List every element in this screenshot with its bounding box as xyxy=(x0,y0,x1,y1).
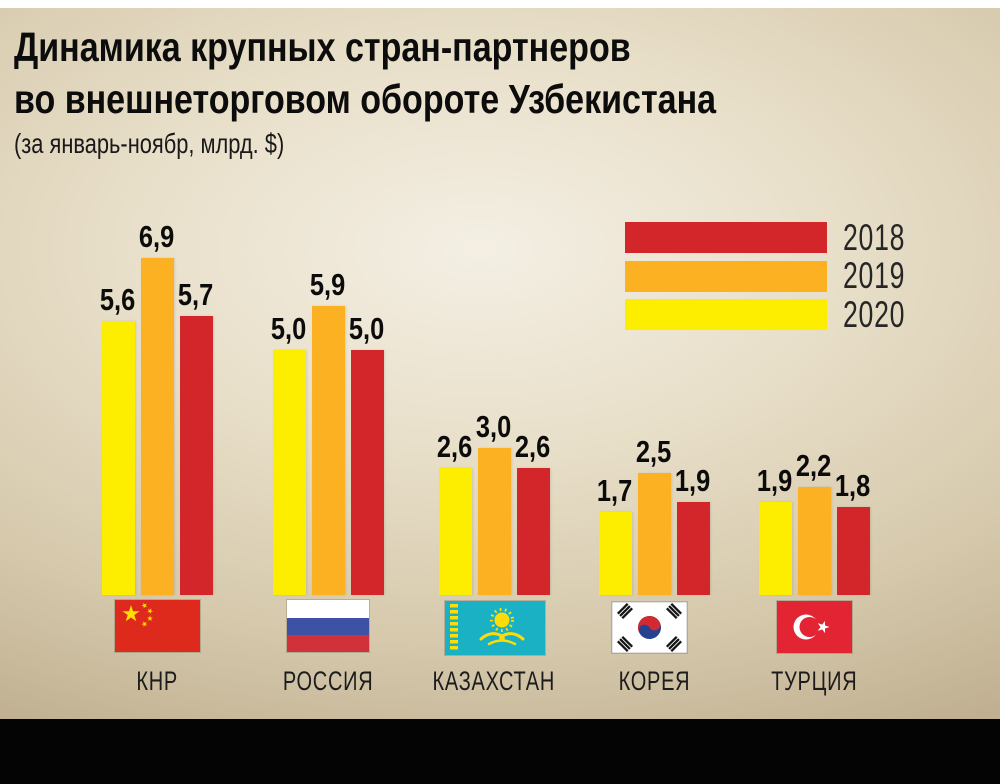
bar-КАЗАХСТАН-2020 xyxy=(439,468,472,595)
category-label-КНР: КНР xyxy=(136,666,178,696)
category-label-КАЗАХСТАН: КАЗАХСТАН xyxy=(432,666,556,696)
china-flag-icon xyxy=(115,600,200,652)
bar-КАЗАХСТАН-2019 xyxy=(478,448,511,595)
legend-chip-2020 xyxy=(625,299,827,330)
bar-КНР-2020 xyxy=(102,321,135,595)
category-label-ТУРЦИЯ: ТУРЦИЯ xyxy=(770,666,858,696)
south-korea-flag-icon xyxy=(612,602,687,653)
bar-КАЗАХСТАН-2018 xyxy=(517,468,550,595)
legend-item-2018: 2018 xyxy=(625,217,929,258)
value-label-КОРЕЯ-2019: 2,5 xyxy=(636,434,672,469)
value-label-КОРЕЯ-2018: 1,9 xyxy=(675,463,711,498)
bar-КОРЕЯ-2018 xyxy=(677,502,710,595)
legend-label: 2020 xyxy=(843,293,906,335)
bar-КОРЕЯ-2020 xyxy=(599,512,632,595)
bar-ТУРЦИЯ-2018 xyxy=(837,507,870,595)
bar-ТУРЦИЯ-2019 xyxy=(798,487,831,595)
chart-title-line1: Динамика крупных стран-партнеров xyxy=(14,24,631,70)
kazakhstan-flag-icon xyxy=(445,601,545,655)
legend-label: 2019 xyxy=(843,255,906,296)
bar-КОРЕЯ-2019 xyxy=(638,473,671,595)
value-label-РОССИЯ-2018: 5,0 xyxy=(349,311,385,346)
value-label-КОРЕЯ-2020: 1,7 xyxy=(597,473,633,508)
bar-КНР-2018 xyxy=(180,316,213,595)
legend-item-2019: 2019 xyxy=(625,255,929,296)
legend-chip-2019 xyxy=(625,260,827,292)
bar-РОССИЯ-2019 xyxy=(312,306,345,595)
bar-ТУРЦИЯ-2020 xyxy=(759,502,792,595)
value-label-РОССИЯ-2019: 5,9 xyxy=(310,267,346,302)
legend-chip-2018 xyxy=(625,222,827,253)
bar-РОССИЯ-2020 xyxy=(273,350,306,595)
value-label-КАЗАХСТАН-2019: 3,0 xyxy=(476,409,512,444)
value-label-РОССИЯ-2020: 5,0 xyxy=(271,311,307,346)
footer-bar: UZ TR ND xyxy=(0,719,1000,784)
bar-РОССИЯ-2018 xyxy=(351,350,384,595)
value-label-ТУРЦИЯ-2019: 2,2 xyxy=(796,448,832,483)
chart-title-line2: во внешнеторговом обороте Узбекистана xyxy=(14,75,717,122)
value-label-КАЗАХСТАН-2020: 2,6 xyxy=(437,429,473,464)
category-label-РОССИЯ: РОССИЯ xyxy=(282,666,374,696)
value-label-ТУРЦИЯ-2020: 1,9 xyxy=(757,463,793,498)
value-label-ТУРЦИЯ-2018: 1,8 xyxy=(835,468,871,503)
value-label-КНР-2018: 5,7 xyxy=(178,277,214,312)
legend-label: 2018 xyxy=(843,216,906,258)
value-label-КАЗАХСТАН-2018: 2,6 xyxy=(515,429,551,464)
turkey-flag-icon xyxy=(777,601,852,653)
value-label-КНР-2020: 5,6 xyxy=(100,282,136,317)
chart-subtitle: (за январь-ноябр, млрд. $) xyxy=(14,128,285,159)
category-label-КОРЕЯ: КОРЕЯ xyxy=(618,666,690,696)
russia-flag-icon xyxy=(287,600,369,652)
value-label-КНР-2019: 6,9 xyxy=(139,219,175,254)
chart-title: Динамика крупных стран-партнеров во внеш… xyxy=(14,22,716,125)
top-white-strip xyxy=(0,0,1000,8)
bar-КНР-2019 xyxy=(141,258,174,595)
legend-item-2020: 2020 xyxy=(625,294,929,335)
